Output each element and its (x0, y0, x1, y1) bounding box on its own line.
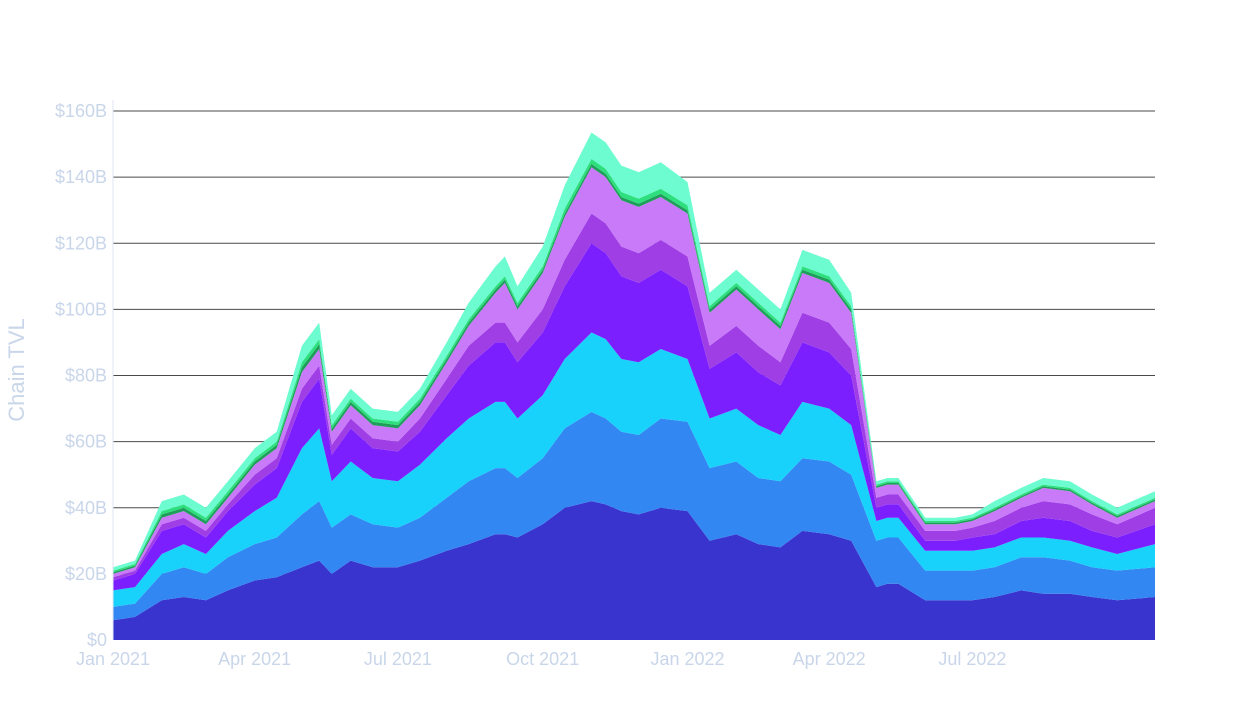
x-tick-label: Oct 2021 (506, 649, 579, 669)
series-area-3[interactable] (113, 332, 1155, 607)
series-area-4[interactable] (113, 243, 1155, 591)
y-tick-label: $100B (55, 299, 107, 319)
y-tick-labels: $0 $20B $40B $60B $80B $100B $120B $140B $160B (55, 101, 107, 650)
x-tick-label: Jul 2021 (364, 649, 432, 669)
y-tick-label: $0 (87, 630, 107, 650)
x-tick-label: Apr 2022 (793, 649, 866, 669)
y-tick-label: $40B (65, 498, 107, 518)
series-area-1[interactable] (113, 501, 1155, 640)
y-tick-label: $140B (55, 167, 107, 187)
y-tick-label: $80B (65, 366, 107, 386)
y-tick-label: $20B (65, 564, 107, 584)
x-tick-label: Jul 2022 (938, 649, 1006, 669)
series-area-2[interactable] (113, 411, 1155, 621)
series-area-6[interactable] (113, 167, 1155, 578)
x-tick-label: Apr 2021 (218, 649, 291, 669)
y-axis-title: Chain TVL (4, 318, 29, 422)
y-tick-label: $120B (55, 233, 107, 253)
y-tick-label: $160B (55, 101, 107, 121)
series-area-9[interactable] (113, 132, 1155, 571)
x-tick-label: Jan 2022 (650, 649, 724, 669)
y-tick-label: $60B (65, 432, 107, 452)
x-tick-labels: Jan 2021 Apr 2021 Jul 2021 Oct 2021 Jan 2022… (76, 649, 1006, 669)
x-tick-label: Jan 2021 (76, 649, 150, 669)
series-areas[interactable] (113, 132, 1155, 641)
